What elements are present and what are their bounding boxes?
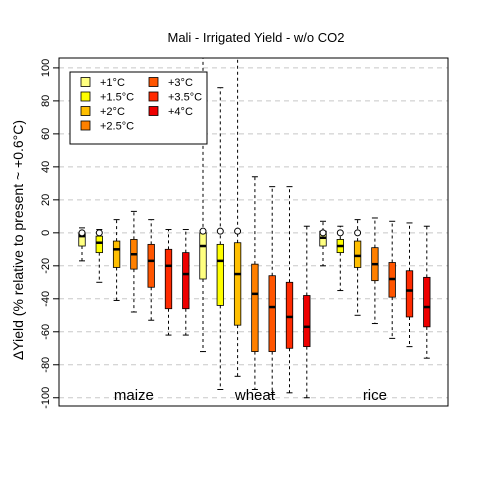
legend-label: +4°C [168, 106, 193, 118]
group-labels: maize wheat rice [114, 387, 387, 404]
outlier-point [78, 229, 86, 237]
outlier-point [319, 229, 327, 237]
box-plot [95, 229, 103, 283]
box-plot [216, 87, 224, 391]
box-plot [233, 58, 242, 377]
box [95, 235, 103, 254]
y-tick-label: 100 [40, 59, 52, 77]
y-tick-label: -80 [40, 357, 52, 373]
box-plot [147, 219, 155, 321]
y-tick-label: 80 [40, 95, 52, 107]
box-plot [423, 225, 431, 359]
outlier-point [95, 229, 103, 237]
box [285, 281, 294, 349]
box-plot [112, 219, 121, 301]
legend-item: +4°C [148, 106, 193, 118]
legend-item: +2.5°C [80, 120, 134, 133]
box [268, 275, 276, 352]
box [233, 242, 242, 326]
y-tick-label: 60 [40, 128, 52, 140]
y-tick-label: -20 [40, 258, 52, 274]
y-tick-label: 20 [40, 194, 52, 206]
legend: +1°C +1.5°C +2°C +2.5°C +3°C +3.5°C +4°C [69, 71, 208, 145]
box-plot [353, 219, 362, 316]
y-tick-label: -100 [40, 387, 52, 409]
legend-box [69, 71, 208, 145]
outlier-point [199, 227, 207, 235]
chart-title: Mali - Irrigated Yield - w/o CO2 [167, 30, 344, 45]
legend-label: +2.5°C [100, 121, 134, 133]
y-tick-label: 0 [40, 230, 52, 236]
box-plot [371, 217, 379, 325]
box-plot [405, 222, 414, 348]
legend-label: +3°C [168, 77, 193, 89]
box-plot [182, 229, 190, 336]
legend-item: +2°C [80, 106, 125, 118]
outlier-point [216, 227, 224, 235]
legend-swatch [80, 120, 91, 131]
legend-swatch [80, 77, 91, 87]
group-label: maize [114, 387, 154, 404]
box [147, 243, 155, 288]
group-label: rice [363, 387, 387, 404]
legend-label: +3.5°C [168, 92, 202, 104]
legend-item: +1°C [80, 77, 125, 89]
box-plot [336, 225, 344, 292]
legend-swatch [80, 91, 91, 102]
box [303, 295, 311, 348]
box [216, 243, 224, 306]
plot-frame [58, 57, 449, 407]
y-tick-label: -60 [40, 324, 52, 340]
box-plot [319, 220, 327, 267]
legend-swatch [148, 91, 159, 102]
box [405, 270, 414, 318]
box [182, 252, 190, 310]
box-plot [285, 186, 294, 394]
box-plot [251, 176, 259, 391]
outlier-point [354, 229, 362, 237]
box-plot [78, 227, 86, 262]
group-label: wheat [234, 387, 276, 404]
box [164, 248, 173, 310]
legend-item: +1.5°C [80, 91, 134, 104]
legend-swatch [148, 77, 159, 87]
legend-item: +3.5°C [148, 91, 202, 104]
box [353, 240, 362, 268]
box-plot [130, 210, 138, 313]
box [423, 276, 431, 328]
box [112, 240, 121, 268]
outlier-point [336, 229, 344, 237]
legend-label: +1.5°C [100, 92, 134, 104]
box-plots [78, 58, 431, 399]
box-plot [303, 225, 311, 399]
box-plot [164, 229, 173, 336]
box [251, 263, 259, 352]
y-tick-label: -40 [40, 291, 52, 307]
legend-item: +3°C [148, 77, 193, 89]
legend-label: +1°C [100, 77, 125, 89]
box-plot [388, 220, 396, 339]
y-axis-label: ΔYield (% relative to present ~ +0.6°C) [10, 120, 26, 360]
outlier-point [234, 227, 242, 235]
y-tick-label: 40 [40, 161, 52, 173]
box-plot [268, 186, 276, 395]
box [199, 232, 207, 280]
legend-swatch [148, 106, 159, 116]
legend-label: +2°C [100, 106, 125, 118]
legend-swatch [80, 106, 91, 116]
